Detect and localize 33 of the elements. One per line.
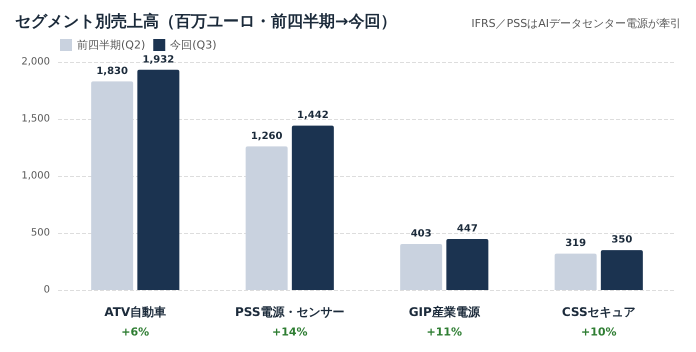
bar [137, 70, 180, 290]
bar [554, 254, 597, 290]
chart-subtitle: IFRS／PSSはAIデータセンター電源が牽引 [471, 17, 682, 30]
data-label: 1,442 [297, 110, 329, 122]
y-tick-label: 1,500 [21, 114, 50, 124]
x-tick-label: ATV自動車 [104, 305, 166, 319]
data-label: 403 [410, 228, 432, 240]
bar [292, 126, 334, 290]
chart-title: セグメント別売上高（百万ユーロ・前四半期→今回） [15, 12, 396, 30]
x-tick-label: PSS電源・センサー [234, 305, 345, 319]
bar [91, 81, 134, 290]
y-tick-label: 0 [44, 284, 50, 296]
legend-label: 今回(Q3) [170, 38, 216, 52]
bar [446, 239, 488, 290]
y-tick-label: 1,000 [21, 170, 50, 182]
bar [400, 244, 442, 290]
bar [246, 146, 288, 290]
y-tick-label: 500 [30, 228, 50, 238]
data-label: 447 [456, 224, 478, 235]
bar [600, 250, 643, 290]
text: +14% [272, 326, 308, 338]
text: +11% [426, 326, 462, 338]
x-tick-label: CSSセキュア [562, 305, 636, 319]
data-label: 1,830 [96, 66, 128, 77]
text: +10% [580, 326, 617, 338]
data-label: 350 [611, 234, 632, 246]
legend-label: 前四半期(Q2) [77, 38, 146, 52]
y-tick-label: 2,000 [21, 56, 50, 68]
x-tick-label: GIP産業電源 [408, 305, 481, 319]
data-label: 1,260 [250, 130, 283, 142]
data-label: 319 [565, 238, 586, 250]
data-label: 1,932 [142, 54, 174, 66]
text: +6% [121, 326, 150, 338]
